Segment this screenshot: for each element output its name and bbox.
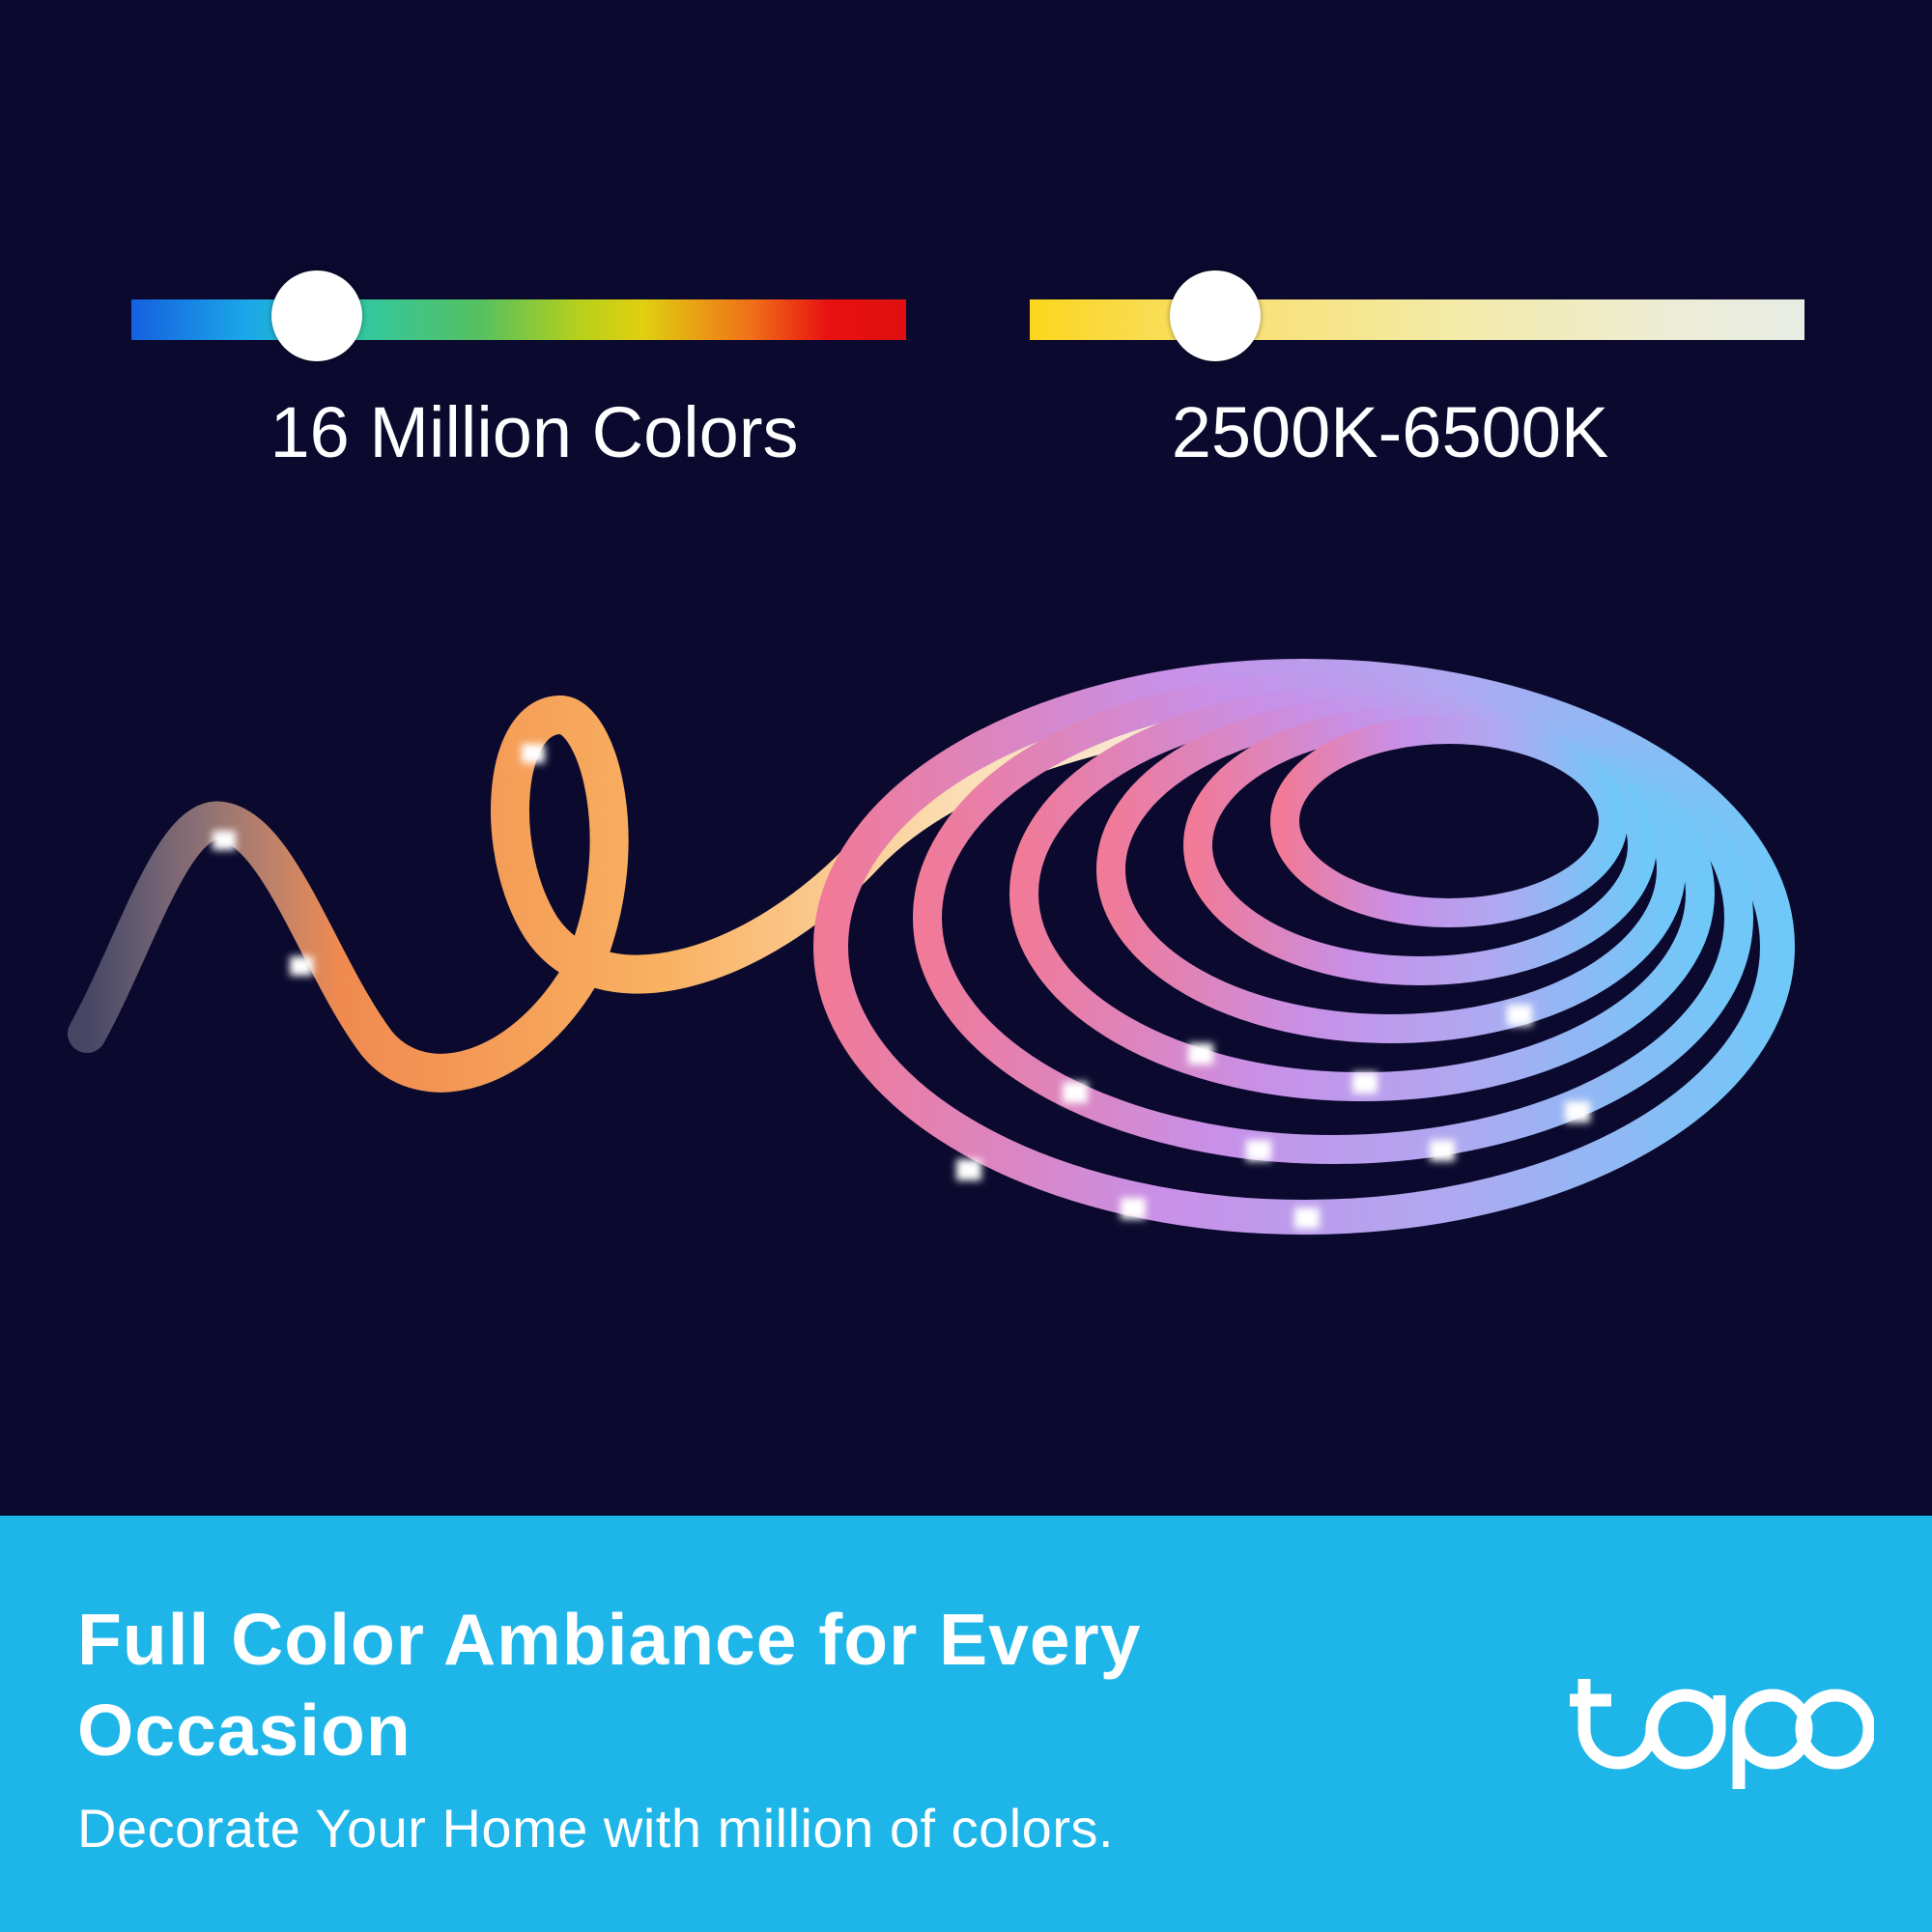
led-strip-image — [68, 659, 1795, 1235]
color-spectrum-slider-track[interactable] — [131, 299, 906, 340]
led-chips — [213, 744, 1590, 1229]
temperature-slider-label: 2500K-6500K — [1171, 392, 1609, 472]
temperature-slider-knob[interactable] — [1170, 270, 1262, 361]
feature-banner — [0, 1516, 1932, 1932]
banner-subtitle: Decorate Your Home with million of color… — [77, 1798, 1115, 1859]
color-temperature-slider-track[interactable] — [1030, 299, 1804, 340]
color-slider-label: 16 Million Colors — [270, 392, 799, 472]
strip-coil — [813, 659, 1795, 1235]
tapo-logo — [1570, 1679, 1874, 1789]
color-slider-knob[interactable] — [271, 270, 363, 361]
banner-title: Full Color Ambiance for Every Occasion — [77, 1599, 1142, 1771]
